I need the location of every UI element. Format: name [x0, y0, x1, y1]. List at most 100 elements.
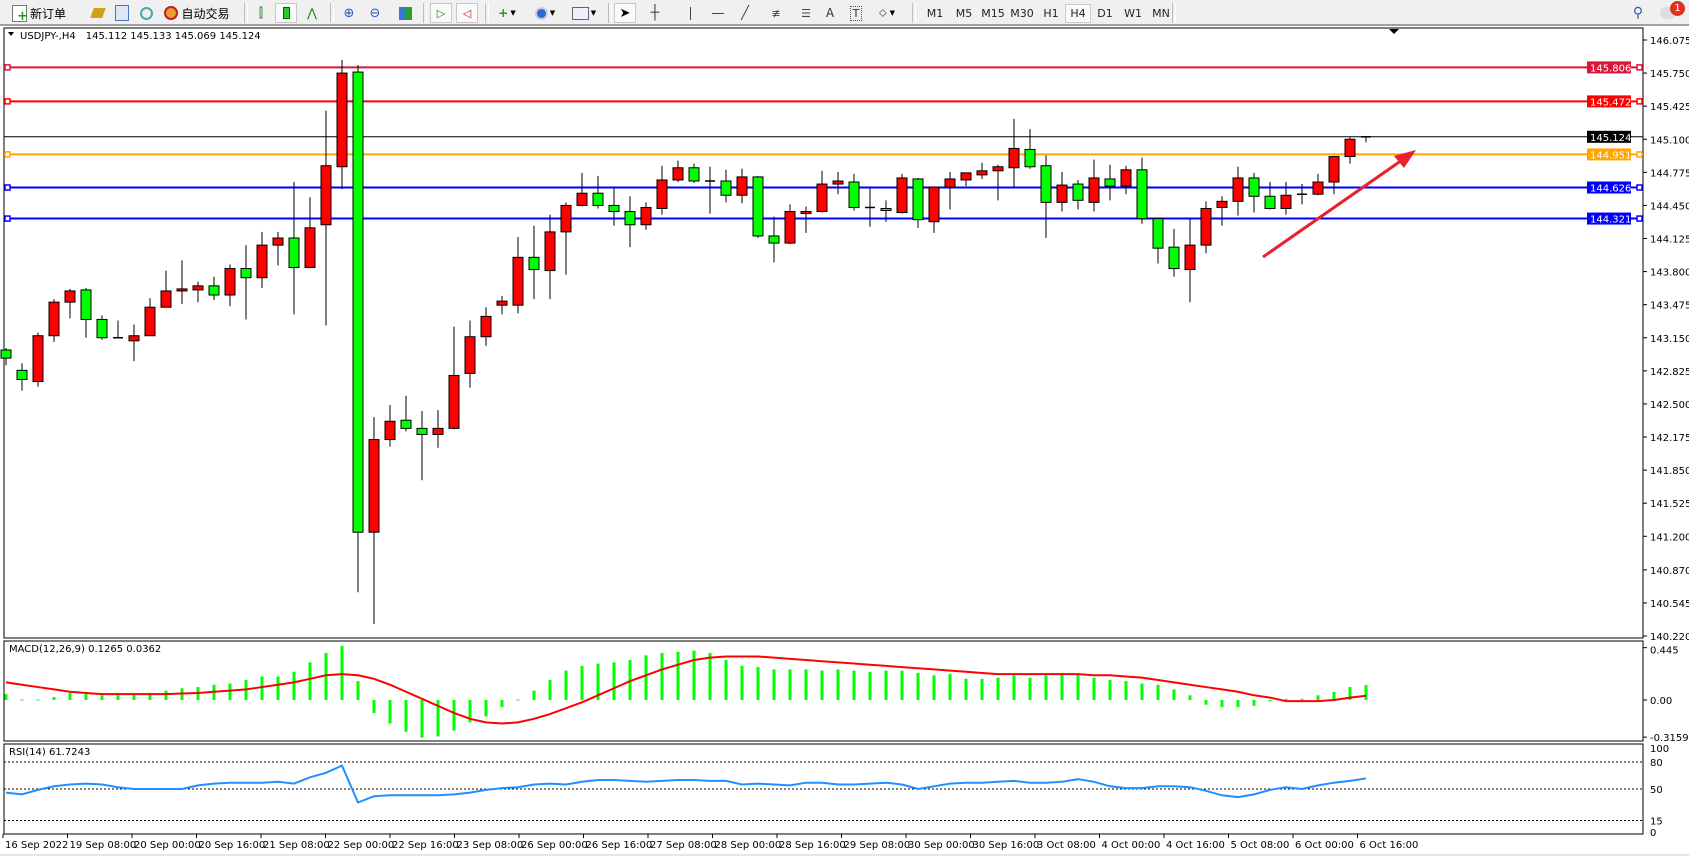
candle — [1088, 159, 1100, 212]
shapes-button[interactable]: ⬦ ▼ — [878, 6, 896, 19]
candle-body — [1152, 218, 1164, 249]
candle-body — [592, 192, 604, 206]
macd-histogram-bar — [148, 692, 152, 700]
candlestick-button[interactable] — [275, 3, 297, 23]
rsi-pane[interactable]: 100 80 50 150 — [3, 743, 1669, 839]
text-button[interactable]: A — [820, 3, 840, 23]
terminal-button[interactable] — [112, 3, 132, 23]
candle — [96, 315, 108, 340]
candle — [1168, 228, 1180, 277]
price-tick-label: 144.125 — [1650, 235, 1689, 246]
text-label-button[interactable]: T — [846, 3, 866, 23]
candle — [1120, 165, 1132, 195]
price-line-label-bg — [1587, 61, 1631, 74]
line-handle-left[interactable] — [4, 215, 11, 222]
macd-histogram-bar — [68, 692, 72, 700]
timeframe-h1[interactable]: H1 — [1043, 7, 1059, 20]
macd-histogram-bar — [628, 660, 632, 700]
signal-button[interactable] — [136, 3, 156, 23]
timeframe-m30[interactable]: M30 — [1010, 7, 1034, 20]
timeframe-mn[interactable]: MN — [1152, 7, 1170, 20]
line-handle-right[interactable] — [1636, 184, 1643, 191]
price-tick-label: 145.750 — [1650, 69, 1689, 80]
vertical-line-button[interactable] — [680, 3, 700, 23]
macd-histogram-bar — [852, 670, 856, 700]
candle — [240, 245, 252, 320]
macd-histogram-bar — [404, 700, 408, 732]
indicators-button[interactable]: + ▼ — [498, 6, 516, 20]
macd-histogram-bar — [1220, 700, 1224, 708]
chart-shift-marker-icon[interactable] — [1389, 29, 1399, 34]
auto-trading-button[interactable]: 自动交易 — [160, 3, 234, 23]
line-handle-left[interactable] — [4, 98, 11, 105]
candle — [912, 177, 924, 228]
zoom-in-button[interactable]: ⊕ — [338, 3, 360, 23]
tile-windows-button[interactable] — [394, 3, 416, 23]
macd-histogram-bar — [740, 665, 744, 700]
templates-button[interactable]: ▼ — [568, 3, 600, 23]
price-tick-label: 143.800 — [1650, 268, 1689, 279]
symbol-header: USDJPY-,H4 — [20, 31, 76, 42]
timeframe-m5[interactable]: M5 — [955, 7, 973, 20]
candle — [896, 173, 908, 214]
candle-body — [736, 176, 748, 196]
new-order-icon: + — [11, 4, 28, 23]
chart-shift-button[interactable]: ▷ — [430, 3, 452, 23]
timeframe-m1[interactable]: M1 — [926, 7, 944, 20]
fibo-fan-button[interactable]: ☰ — [795, 3, 817, 23]
timeframe-d1[interactable]: D1 — [1097, 7, 1113, 20]
cursor-button[interactable]: ➤ — [614, 3, 636, 23]
macd-histogram-bar — [1364, 685, 1368, 700]
line-handle-left[interactable] — [4, 184, 11, 191]
fibonacci-button[interactable]: ≢ — [765, 3, 787, 23]
line-handle-left[interactable] — [4, 151, 11, 158]
zoom-out-button[interactable]: ⊖ — [364, 3, 386, 23]
crosshair-button[interactable]: ┼ — [644, 3, 666, 23]
line-chart-button[interactable]: ⋀ — [301, 3, 323, 23]
line-chart-icon: ⋀ — [307, 6, 317, 20]
line-handle-right[interactable] — [1636, 64, 1643, 71]
macd-histogram-bar — [484, 700, 488, 717]
candle-body — [96, 318, 108, 339]
trend-arrow[interactable] — [1262, 156, 1406, 259]
macd-histogram-bar — [548, 680, 552, 700]
macd-pane[interactable]: 0.445 0.00 -0.3159 — [3, 640, 1689, 744]
collapse-triangle-icon[interactable] — [8, 32, 14, 36]
timeframe-w1[interactable]: W1 — [1124, 7, 1142, 20]
time-label: 29 Sep 08:00 — [844, 840, 911, 851]
line-handle-right[interactable] — [1636, 151, 1643, 158]
macd-histogram-bar — [804, 669, 808, 700]
macd-histogram-bar — [660, 652, 664, 700]
macd-histogram-bar — [228, 683, 232, 700]
periods-button[interactable]: ▼ — [530, 3, 560, 23]
price-tick-label: 141.525 — [1650, 499, 1689, 510]
line-handle-left[interactable] — [4, 64, 11, 71]
horizontal-line-button[interactable] — [708, 3, 728, 23]
line-handle-right[interactable] — [1636, 98, 1643, 105]
price-line-label: 144.321 — [1590, 215, 1631, 226]
new-order-button[interactable]: + 新订单 — [8, 3, 70, 23]
price-pane[interactable]: 146.075 145.750 145.425 145.100 144.775 144.4… — [0, 27, 1689, 643]
trendline-button[interactable]: ╱ — [735, 3, 755, 23]
candle-body — [0, 349, 12, 359]
candle — [176, 260, 188, 305]
candle — [560, 202, 572, 275]
crosshair-icon: ┼ — [650, 5, 660, 21]
macd-histogram-bar — [1028, 677, 1032, 700]
timeframe-h4[interactable]: H4 — [1065, 4, 1091, 23]
line-handle-right[interactable] — [1636, 215, 1643, 222]
time-label: 26 Sep 00:00 — [521, 840, 588, 851]
search-button[interactable]: ⚲ — [1628, 3, 1648, 23]
timeframe-m15[interactable]: M15 — [981, 7, 1005, 20]
candle — [256, 231, 268, 288]
bar-chart-button[interactable]: ⫿ — [250, 3, 272, 23]
trendline-icon: ╱ — [741, 5, 749, 21]
auto-scroll-button[interactable]: ◁ — [456, 3, 478, 23]
auto-scroll-icon: ◁ — [462, 6, 472, 20]
price-pane-frame — [3, 27, 1644, 639]
rsi-tick-label: 80 — [1650, 758, 1663, 769]
macd-histogram-bar — [948, 674, 952, 700]
candle-body — [480, 315, 492, 338]
bid-label-bg — [1587, 130, 1631, 143]
